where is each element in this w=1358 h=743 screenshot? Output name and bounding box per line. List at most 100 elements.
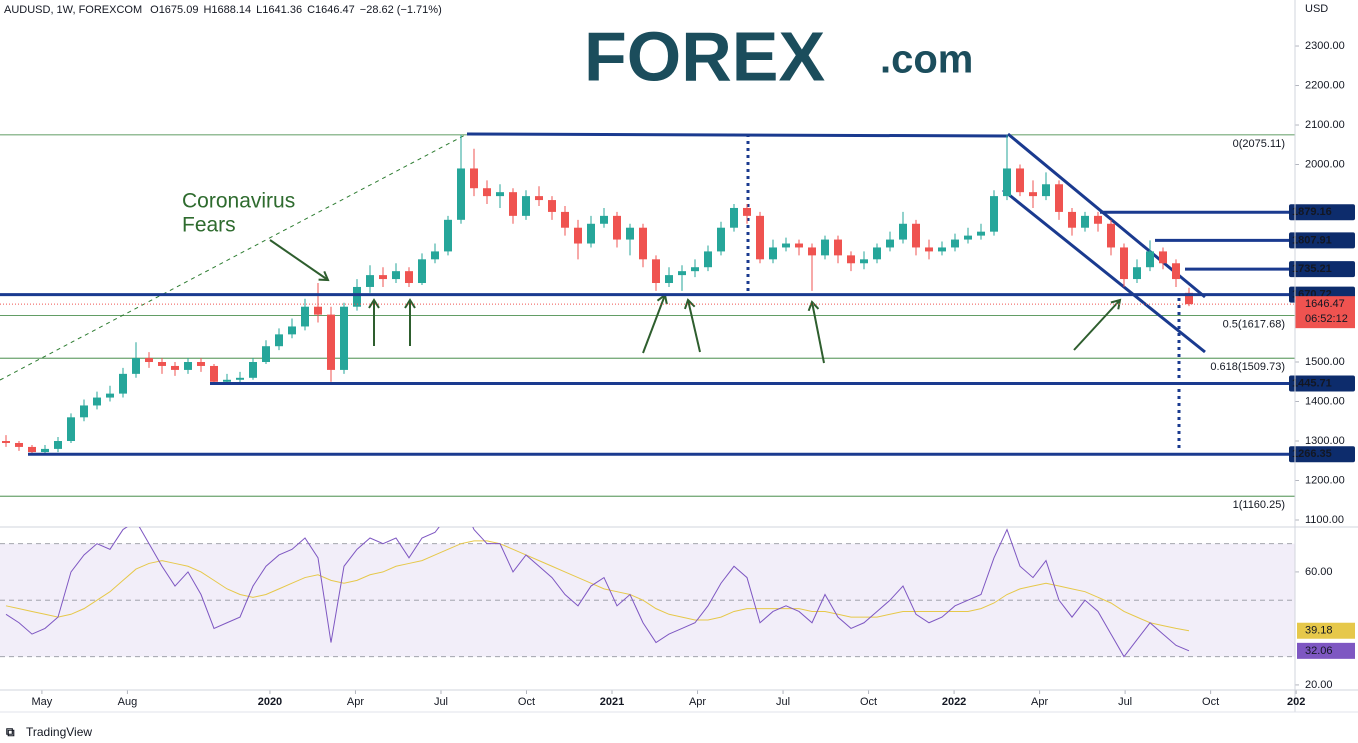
candle-body [171, 365, 179, 370]
rsi-lines [5, 527, 1190, 658]
candle-body [743, 207, 751, 216]
y-tick-label: 1100.00 [1305, 514, 1344, 526]
candle-body [990, 196, 998, 232]
last-price-tag [1295, 296, 1355, 329]
annotation: Coronavirus [182, 190, 295, 213]
candle-body [522, 196, 530, 216]
logo-brand: FOREX [584, 17, 825, 95]
y-tick-label: 1500.00 [1305, 356, 1345, 368]
rsi-line [5, 527, 1190, 658]
candle-body [1055, 184, 1063, 212]
x-tick-label: Jul [1118, 696, 1132, 708]
arrow [269, 239, 330, 282]
grid-layer: 0(2075.11) 0.5(1617.68) 0.618(1509.73) 1(11… [0, 45, 1299, 694]
candle-body [795, 243, 803, 248]
candle-body [1081, 215, 1089, 228]
candle-body [756, 215, 764, 260]
header-value: 1675.09 [159, 4, 199, 16]
x-tick-label: Oct [860, 696, 877, 708]
candle-body [808, 247, 816, 256]
candle-body [15, 442, 23, 447]
candle-body [314, 306, 322, 315]
fib-label: 1(1160.25) [1233, 499, 1285, 511]
candle-body [704, 251, 712, 268]
candle-body [496, 192, 504, 197]
level-tag [1289, 204, 1355, 221]
channel-lower [1002, 188, 1206, 354]
candle-body [2, 441, 10, 443]
candle-body [392, 271, 400, 280]
logo-suffix: .com [880, 38, 973, 82]
header-key: C [307, 4, 315, 16]
x-tick-label: 2020 [258, 696, 282, 708]
rsi-ma-line [5, 540, 1190, 632]
candle-body [964, 235, 972, 240]
fib-label: 0.5(1617.68) [1223, 318, 1285, 330]
candle-body [886, 239, 894, 248]
level-label: 1807.91 [1292, 234, 1332, 246]
candle-body [639, 227, 647, 260]
candle-body [548, 200, 556, 212]
candle-body [912, 223, 920, 248]
header-value: 1688.14 [211, 4, 251, 16]
level-tag [1289, 261, 1355, 278]
candle-body [80, 405, 88, 418]
candle-body [444, 219, 452, 252]
candle-body [1133, 267, 1141, 280]
y-tick-label: 1400.00 [1305, 395, 1345, 407]
candle-body [340, 306, 348, 370]
header-value: −28.62 (−1.71%) [360, 4, 442, 16]
candle-body [1016, 168, 1024, 193]
rsi-band [0, 543, 1295, 657]
x-tick-label: Jul [776, 696, 790, 708]
x-tick-label: May [32, 696, 53, 708]
candle-body [821, 239, 829, 256]
candle-body [1068, 211, 1076, 228]
footer-logo: ⧉ [6, 725, 15, 739]
candle-body [483, 188, 491, 197]
x-tick-label: Apr [689, 696, 706, 708]
candle-body [184, 362, 192, 370]
candle-body [457, 168, 465, 220]
header-key: O [150, 4, 159, 16]
candle-body [600, 215, 608, 224]
candle-body [132, 358, 140, 374]
candle-body [145, 358, 153, 363]
candle-body [613, 215, 621, 240]
y-tick-label: 2300.00 [1305, 40, 1345, 52]
arrow [683, 298, 701, 353]
candle-body [28, 446, 36, 453]
y-tick-label: 1300.00 [1305, 435, 1345, 447]
x-tick-label: Apr [1031, 696, 1048, 708]
candle-body [405, 271, 413, 284]
x-tick-label: Jul [434, 696, 448, 708]
overlay: 1879.161807.911735.211670.721445.711266.… [0, 204, 1355, 463]
candle-body [717, 227, 725, 252]
candle-body [41, 448, 49, 453]
candle-body [847, 255, 855, 264]
arrow [807, 300, 825, 364]
fib-label: 0(2075.11) [1233, 138, 1285, 150]
footer-brand: TradingView [26, 725, 92, 739]
candle-body [1029, 192, 1037, 197]
candle-body [977, 231, 985, 236]
candle-body [236, 377, 244, 380]
candle-body [834, 239, 842, 256]
candle-body [626, 227, 634, 240]
currency-label: USD [1305, 3, 1328, 15]
annotation: Fears [182, 214, 236, 237]
header-value: 1641.36 [262, 4, 302, 16]
candle-body [54, 441, 62, 449]
candle-body [1107, 223, 1115, 248]
last-price-label: 1646.47 [1305, 298, 1345, 310]
candle-body [67, 417, 75, 442]
candle-body [873, 247, 881, 260]
rsi-tag-label: 32.06 [1305, 645, 1333, 657]
header-key: H [203, 4, 211, 16]
candle-body [860, 259, 868, 264]
candle-body [925, 247, 933, 252]
candle-body [223, 379, 231, 382]
level-tag [1289, 375, 1355, 392]
x-tick-label: 202 [1287, 696, 1305, 708]
